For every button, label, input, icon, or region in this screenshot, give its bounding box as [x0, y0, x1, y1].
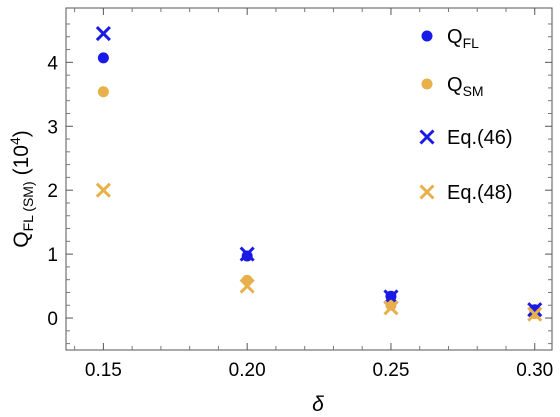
- y-axis-title-unit: (10: [10, 145, 33, 175]
- x-tick-label: 0.20: [229, 360, 266, 381]
- data-point-qfl: [97, 52, 109, 64]
- data-point-eq48: [239, 278, 255, 294]
- legend-marker-qsm: [421, 78, 433, 90]
- legend-label-eq48: Eq.(48): [447, 182, 513, 204]
- y-tick-label: 1: [47, 245, 58, 266]
- data-point-eq46: [527, 302, 543, 318]
- y-axis-title-close: ): [10, 130, 33, 137]
- y-tick-label: 0: [47, 309, 58, 330]
- legend-item-qsm: QSM: [421, 74, 484, 99]
- legend-marker-eq46: [419, 129, 435, 145]
- data-point-eq46: [239, 246, 255, 262]
- data-point-qsm: [97, 86, 109, 98]
- y-axis-title: QFL (SM) (104): [7, 130, 36, 248]
- data-point-eq46: [95, 26, 111, 42]
- legend-item-eq48: Eq.(48): [419, 182, 513, 204]
- plot-frame: [65, 7, 553, 351]
- data-point-eq48: [383, 300, 399, 316]
- data-points: [95, 26, 543, 322]
- legend-marker-eq48: [419, 184, 435, 200]
- data-point-eq48: [95, 182, 111, 198]
- legend-marker-qfl: [421, 30, 433, 42]
- legend: QFL QSM Eq.(46) Eq.(48): [419, 26, 513, 204]
- y-tick-label: 2: [47, 181, 58, 202]
- y-axis-title-exp: 4: [7, 137, 23, 145]
- legend-label-qsm: QSM: [447, 74, 484, 99]
- data-point-eq46: [383, 289, 399, 305]
- x-tick-label: 0.30: [516, 360, 553, 381]
- y-axis-title-sub: FL (SM): [20, 181, 36, 231]
- data-point-eq48: [527, 306, 543, 322]
- x-tick-label: 0.15: [85, 360, 122, 381]
- y-tick-label: 3: [47, 117, 58, 138]
- x-tick-label: 0.25: [372, 360, 409, 381]
- y-axis-title-main: Q: [10, 231, 33, 247]
- y-tick-label: 4: [47, 53, 58, 74]
- x-axis-title: δ: [312, 393, 324, 416]
- legend-item-eq46: Eq.(46): [419, 127, 513, 149]
- legend-label-eq46: Eq.(46): [447, 127, 513, 149]
- legend-item-qfl: QFL: [421, 26, 479, 51]
- data-point-qsm: [385, 299, 397, 311]
- y-axis: 0 1 2 3 4: [47, 23, 552, 345]
- legend-label-qfl: QFL: [447, 26, 479, 51]
- x-axis: 0.15 0.20 0.25 0.30: [74, 8, 553, 381]
